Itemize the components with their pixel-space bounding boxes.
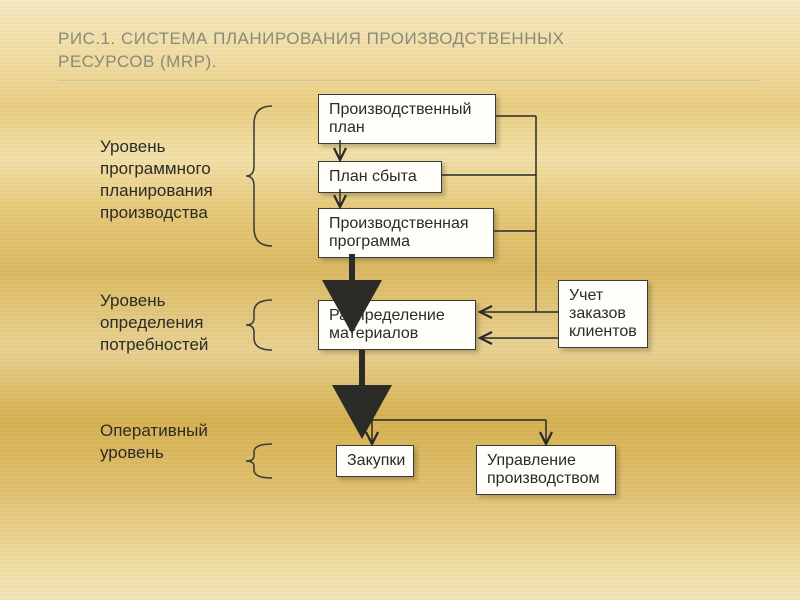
level-label-operational: Оперативный уровень — [100, 420, 208, 464]
level-label-programming: Уровень программного планирования произв… — [100, 136, 213, 224]
figure-title: РИС.1. СИСТЕМА ПЛАНИРОВАНИЯ ПРОИЗВОДСТВЕ… — [58, 28, 564, 74]
bracket-level2 — [246, 300, 272, 350]
title-line-2: РЕСУРСОВ (MRP). — [58, 52, 217, 71]
bracket-level1 — [246, 106, 272, 246]
box-production-program: Производственная программа — [318, 208, 494, 258]
box-customer-orders: Учет заказов клиентов — [558, 280, 648, 348]
box-production-control: Управление производством — [476, 445, 616, 495]
bracket-level3 — [246, 444, 272, 478]
title-divider — [58, 80, 760, 81]
level-label-requirements: Уровень определения потребностей — [100, 290, 208, 356]
box-production-plan: Производственный план — [318, 94, 496, 144]
title-line-1: РИС.1. СИСТЕМА ПЛАНИРОВАНИЯ ПРОИЗВОДСТВЕ… — [58, 29, 564, 48]
box-material-distribution: Распределение материалов — [318, 300, 476, 350]
box-purchasing: Закупки — [336, 445, 414, 477]
box-sales-plan: План сбыта — [318, 161, 442, 193]
